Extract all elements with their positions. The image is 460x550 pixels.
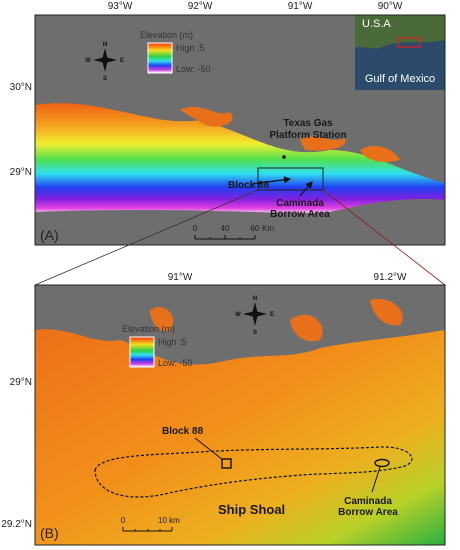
- compass-s: S: [253, 330, 257, 336]
- legend-high: High :5: [176, 43, 205, 53]
- station-point: [282, 155, 286, 159]
- coastal-water: [180, 106, 400, 162]
- scale-label: 0: [193, 224, 198, 233]
- study-area-box: [257, 167, 324, 191]
- legend-title: Elevation (m): [122, 324, 175, 334]
- compass-w: W: [235, 312, 241, 318]
- borrow-label: Caminada Borrow Area: [270, 198, 330, 220]
- legend-title: Elevation (m): [140, 30, 193, 40]
- compass-w: W: [85, 58, 91, 64]
- arrow: [299, 181, 313, 197]
- frame: [34, 14, 446, 246]
- shoal-outline: [94, 446, 413, 498]
- borrow-area: [374, 458, 390, 468]
- inset-box: [397, 37, 421, 48]
- leader-line: [194, 437, 224, 461]
- inset-country: U.S.A: [362, 18, 391, 30]
- panel-a: U.S.A Gulf of Mexico 93°W 92°W 91°W 90°W…: [10, 1, 446, 246]
- lat-label: 29.2°N: [1, 519, 32, 530]
- block-label: Block 88: [162, 426, 204, 437]
- scale-label: 60: [251, 224, 260, 233]
- zoom-line: [322, 189, 446, 286]
- lon-label: 91°W: [288, 1, 313, 12]
- lon-label: 93°W: [108, 1, 133, 12]
- scale-bar: 0 40 60 Km: [193, 224, 274, 240]
- legend-ramp: [147, 42, 173, 74]
- lon-label: 91°W: [168, 272, 193, 283]
- lat-label: 30°N: [10, 82, 32, 93]
- legend-ramp: [129, 336, 155, 368]
- compass: N S W E: [235, 296, 274, 336]
- compass-e: E: [120, 58, 124, 64]
- block-label: Block 88: [228, 180, 270, 191]
- scale-unit: 10 km: [158, 516, 180, 525]
- scale-bar: 0 10 km: [121, 516, 180, 532]
- legend-low: Low: -50: [158, 358, 193, 368]
- coastal-water: [150, 299, 403, 342]
- zoom-line: [34, 189, 259, 286]
- scale-label: 40: [221, 224, 230, 233]
- lon-label: 90°W: [378, 1, 403, 12]
- lon-label: 92°W: [188, 1, 213, 12]
- legend: Elevation (m) High :5 Low: -50: [140, 30, 211, 74]
- arrow: [251, 176, 292, 185]
- legend-low: Low: -50: [176, 64, 211, 74]
- scale-unit: Km: [262, 224, 274, 233]
- compass-n: N: [103, 42, 107, 48]
- leader-line: [371, 466, 381, 493]
- station-label: Texas Gas Platform Station: [269, 118, 346, 141]
- block-88: [221, 458, 232, 469]
- compass-n: N: [253, 296, 257, 302]
- inset-land: [355, 15, 445, 49]
- compass-e: E: [270, 312, 274, 318]
- bathymetry: [35, 329, 445, 545]
- compass-s: S: [103, 76, 107, 82]
- compass: N S W E: [85, 42, 124, 82]
- scale-label: 0: [121, 516, 126, 525]
- legend: Elevation (m) High :5 Low: -50: [122, 324, 193, 368]
- panel-label: (A): [40, 227, 59, 243]
- lon-label: 91.2°W: [374, 272, 407, 283]
- borrow-label: Caminada Borrow Area: [338, 496, 398, 518]
- bathymetry: [35, 103, 445, 213]
- lat-label: 29°N: [10, 167, 32, 178]
- legend-high: High :5: [158, 337, 187, 347]
- inset-sea: Gulf of Mexico: [365, 73, 435, 85]
- lat-label: 29°N: [10, 377, 32, 388]
- panel-label: (B): [40, 525, 59, 541]
- shoal-label: Ship Shoal: [218, 502, 285, 517]
- frame: [34, 284, 446, 546]
- panel-b: 91°W 91.2°W 29°N 29.2°N Elevation (m) Hi…: [1, 272, 446, 546]
